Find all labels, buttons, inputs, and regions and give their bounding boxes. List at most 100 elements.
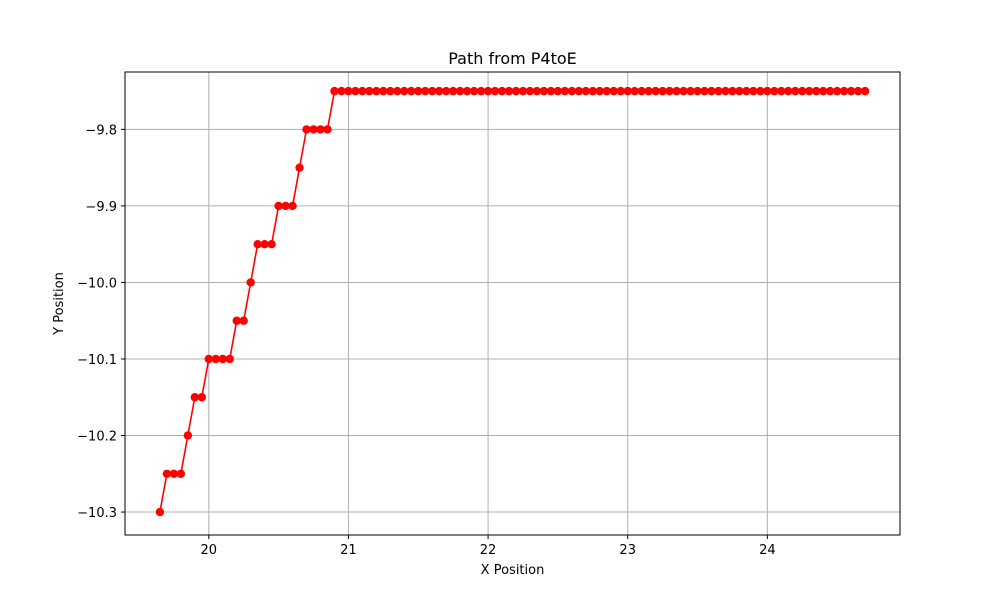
- data-point: [337, 86, 346, 96]
- data-point: [421, 86, 430, 96]
- data-point: [274, 201, 283, 211]
- data-point: [162, 469, 172, 478]
- data-point: [386, 86, 395, 96]
- data-point: [546, 86, 556, 96]
- data-point: [344, 86, 353, 96]
- data-point: [434, 86, 444, 96]
- data-point: [497, 86, 507, 96]
- x-tick-label: 22: [480, 543, 497, 558]
- data-point: [630, 86, 639, 96]
- data-point: [267, 239, 276, 249]
- data-point: [602, 86, 611, 96]
- data-point: [819, 86, 828, 96]
- x-tick-label: 21: [340, 543, 357, 558]
- data-point: [288, 201, 297, 211]
- data-point: [183, 431, 193, 440]
- data-point: [323, 125, 332, 134]
- data-point: [428, 86, 437, 96]
- y-tick-label: −10.2: [77, 430, 117, 445]
- data-point: [260, 239, 269, 249]
- data-point: [232, 316, 241, 325]
- data-point: [379, 86, 388, 96]
- data-point: [567, 86, 577, 96]
- data-point: [686, 86, 695, 96]
- series-layer: [155, 86, 870, 517]
- data-point: [728, 86, 737, 96]
- data-point: [756, 86, 765, 96]
- data-point: [190, 393, 200, 402]
- data-point: [651, 86, 660, 96]
- data-point: [365, 86, 374, 96]
- data-point: [560, 86, 570, 96]
- data-point: [469, 86, 479, 96]
- data-point: [204, 354, 213, 364]
- x-axis-ticks: 20 21 22 23 24: [201, 535, 776, 558]
- data-point: [511, 86, 521, 96]
- data-point: [700, 86, 709, 96]
- data-point: [330, 86, 339, 96]
- data-point: [812, 86, 821, 96]
- data-point: [553, 86, 563, 96]
- data-point: [295, 163, 304, 172]
- data-point: [839, 86, 849, 96]
- data-point: [176, 469, 186, 478]
- data-point: [316, 125, 325, 134]
- plot-frame: [124, 71, 901, 536]
- data-point: [588, 86, 597, 96]
- data-point: [441, 86, 451, 96]
- data-point: [609, 86, 618, 96]
- data-point: [832, 86, 842, 96]
- data-point: [658, 86, 667, 96]
- data-point: [169, 469, 179, 478]
- data-point: [693, 86, 702, 96]
- data-point: [742, 86, 751, 96]
- data-point: [846, 86, 856, 96]
- data-point: [672, 86, 681, 96]
- data-point: [239, 316, 248, 325]
- data-point: [637, 86, 646, 96]
- data-point: [791, 86, 800, 96]
- data-point: [714, 86, 723, 96]
- data-point: [721, 86, 730, 96]
- data-point: [763, 86, 772, 96]
- data-point: [770, 86, 779, 96]
- data-point: [309, 125, 318, 134]
- data-point: [574, 86, 584, 96]
- data-point: [644, 86, 653, 96]
- data-point: [218, 354, 227, 364]
- data-point: [518, 86, 528, 96]
- data-point: [281, 201, 290, 211]
- data-point: [784, 86, 793, 96]
- data-point: [197, 393, 206, 402]
- y-tick-label: −9.8: [85, 123, 117, 138]
- data-point: [504, 86, 514, 96]
- data-point: [211, 354, 220, 364]
- data-point: [490, 86, 500, 96]
- data-point: [462, 86, 472, 96]
- data-point: [853, 86, 863, 96]
- data-point: [225, 354, 234, 364]
- data-point: [253, 239, 262, 249]
- data-point: [539, 86, 549, 96]
- x-axis-label: X Position: [481, 563, 545, 578]
- data-point: [777, 86, 786, 96]
- data-point: [707, 86, 716, 96]
- data-point: [735, 86, 744, 96]
- data-point: [400, 86, 409, 96]
- data-point: [595, 86, 604, 96]
- y-tick-label: −9.9: [85, 200, 117, 215]
- chart-title: Path from P4toE: [448, 49, 577, 68]
- data-point: [448, 86, 458, 96]
- data-point: [798, 86, 807, 96]
- data-point: [414, 86, 423, 96]
- data-point: [351, 86, 360, 96]
- y-tick-label: −10.1: [77, 353, 117, 368]
- data-point: [393, 86, 402, 96]
- data-point: [749, 86, 758, 96]
- y-axis-label: Y Position: [52, 272, 67, 336]
- data-point: [532, 86, 542, 96]
- data-point: [476, 86, 486, 96]
- data-point: [372, 86, 381, 96]
